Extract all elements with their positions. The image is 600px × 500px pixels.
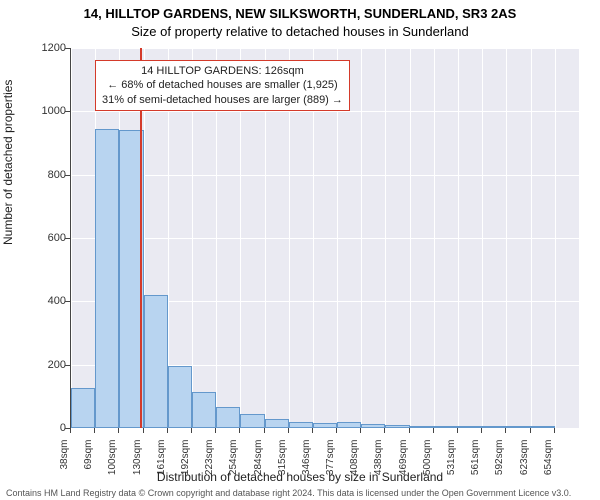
histogram-bar <box>216 407 240 428</box>
y-tick-label: 800 <box>26 169 66 181</box>
histogram-bar <box>265 419 289 429</box>
histogram-bar <box>240 414 264 428</box>
histogram-bar <box>168 366 192 428</box>
y-tick-label: 600 <box>26 232 66 244</box>
histogram-bar <box>289 422 313 428</box>
histogram-bar <box>313 423 337 428</box>
histogram-bar <box>337 422 361 428</box>
y-tick-label: 0 <box>26 422 66 434</box>
chart-subtitle: Size of property relative to detached ho… <box>0 24 600 39</box>
histogram-bar <box>458 426 482 428</box>
histogram-bar <box>385 425 409 428</box>
histogram-bar <box>531 426 555 428</box>
y-tick-label: 1000 <box>26 105 66 117</box>
histogram-bar <box>144 295 168 428</box>
annotation-line1: 14 HILLTOP GARDENS: 126sqm <box>102 64 343 78</box>
histogram-bar <box>482 426 506 428</box>
annotation-line2: ← 68% of detached houses are smaller (1,… <box>102 78 343 92</box>
annotation-box: 14 HILLTOP GARDENS: 126sqm ← 68% of deta… <box>95 60 350 111</box>
chart-container: 14, HILLTOP GARDENS, NEW SILKSWORTH, SUN… <box>0 0 600 500</box>
y-tick-label: 1200 <box>26 42 66 54</box>
y-tick-label: 400 <box>26 295 66 307</box>
chart-title: 14, HILLTOP GARDENS, NEW SILKSWORTH, SUN… <box>0 6 600 21</box>
histogram-bar <box>361 424 385 428</box>
copyright-text: Contains HM Land Registry data © Crown c… <box>6 488 571 498</box>
y-axis-label: Number of detached properties <box>1 80 15 245</box>
annotation-line3: 31% of semi-detached houses are larger (… <box>102 93 343 107</box>
y-tick-label: 200 <box>26 359 66 371</box>
histogram-bar <box>434 426 458 428</box>
histogram-bar <box>506 426 530 428</box>
histogram-bar <box>410 426 434 428</box>
histogram-bar <box>192 392 216 428</box>
histogram-bar <box>95 129 119 428</box>
x-axis-label: Distribution of detached houses by size … <box>0 470 600 484</box>
histogram-bar <box>71 388 95 428</box>
